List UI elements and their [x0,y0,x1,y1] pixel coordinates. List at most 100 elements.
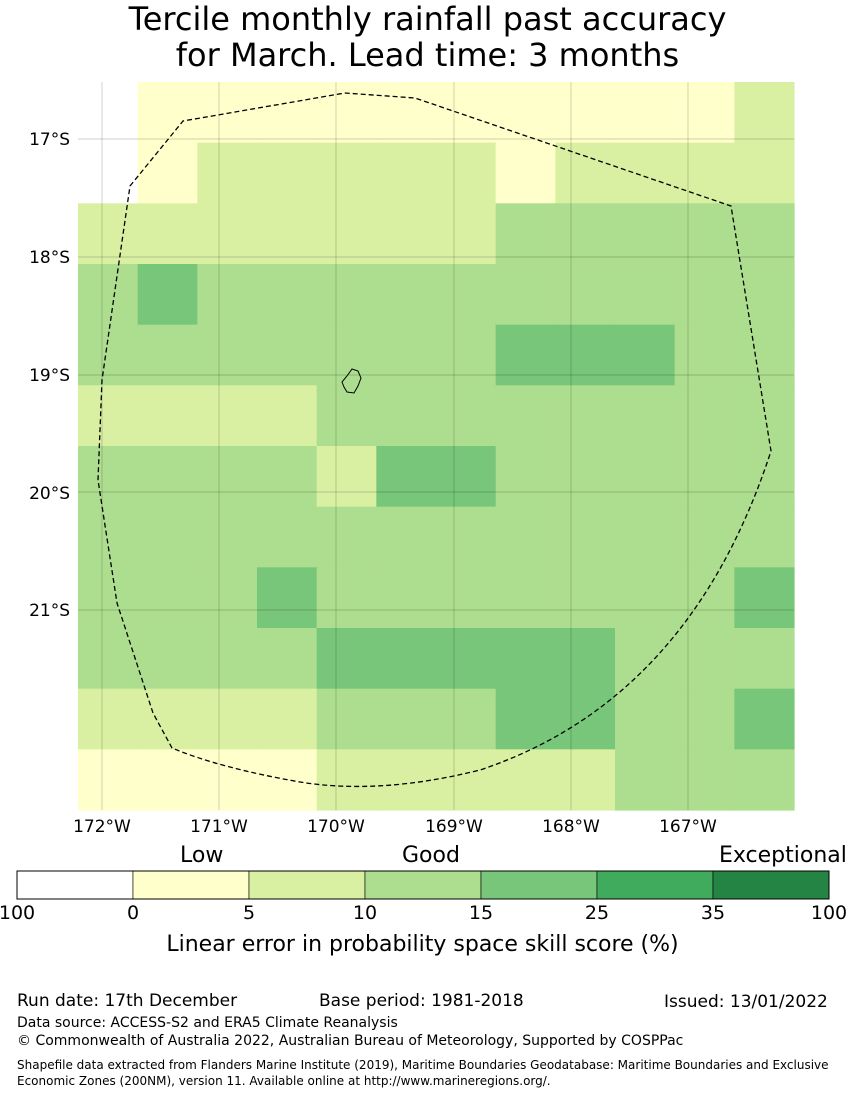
colorbar-tick: 0 [126,902,140,924]
grid-cell [257,628,318,690]
grid-cell [78,506,139,568]
grid-cell [495,749,556,811]
grid-cell [197,506,258,568]
grid-cell [495,324,556,386]
grid-cell [555,203,616,265]
grid-cell [197,203,258,265]
lon-label-171w: 171°W [190,817,248,837]
grid-cell [257,82,318,144]
grid-cell [137,324,198,386]
grid-cell [734,82,795,144]
grid-cell [734,203,795,265]
grid-cell [615,264,676,326]
grid-cell [674,628,735,690]
colorbar-segment [132,870,250,900]
colorbar-tick: 100 [0,902,36,924]
colorbar-segment [16,870,134,900]
colorbar-tick: 10 [352,902,378,924]
grid-cell [137,142,198,204]
lon-label-172w: 172°W [73,817,131,837]
grid-cell [734,567,795,629]
grid-cell [734,688,795,750]
colorbar-segment [480,870,598,900]
colorbar-label: Linear error in probability space skill … [166,932,679,957]
grid-cell [316,688,377,750]
grid-cell [615,567,676,629]
grid-cell [78,385,139,447]
grid-cell [436,203,497,265]
map-title-line2: for March. Lead time: 3 months [175,36,680,74]
lon-label-169w: 169°W [425,817,483,837]
grid-cell [615,446,676,508]
grid-cell [555,688,616,750]
colorbar-segment [712,870,830,900]
lat-label-20s: 20°S [29,484,70,504]
grid-cell [197,446,258,508]
grid-cell [316,628,377,690]
grid-cell [257,203,318,265]
grid-cell [257,688,318,750]
grid-cell [197,749,258,811]
base-period: Base period: 1981-2018 [319,991,524,1011]
lat-label-18s: 18°S [29,248,70,268]
grid-cell [257,446,318,508]
colorbar-tick: 25 [584,902,610,924]
grid-cell [674,82,735,144]
grid-cell [197,324,258,386]
grid-cell [674,446,735,508]
colorbar-frame [16,870,830,900]
grid-cell [674,324,735,386]
grid-cell [376,203,437,265]
eez-boundary [97,92,772,788]
grid-cell [78,142,139,204]
grid-cell [615,203,676,265]
grid-cell [137,82,198,144]
grid-cell [734,264,795,326]
grid-cell [197,82,258,144]
grid-cell [376,567,437,629]
colorbar-tick: 5 [242,902,256,924]
colorbar [16,870,830,900]
grid-cell [495,142,556,204]
grid-cell [376,749,437,811]
lat-label-17s: 17°S [29,130,70,150]
grid-cell [78,688,139,750]
grid-cell [137,446,198,508]
grid-cell [555,506,616,568]
grid-cell [78,264,139,326]
category-good: Good [402,843,460,868]
grid-cell [316,446,377,508]
grid-cell [555,567,616,629]
grid-cell [495,567,556,629]
grid-cell [78,749,139,811]
lon-label-167w: 167°W [659,817,717,837]
grid-cell [316,385,377,447]
grid-cell [436,82,497,144]
colorbar-segment [364,870,482,900]
grid-cell [734,628,795,690]
grid-cell [555,324,616,386]
grid-cell [78,567,139,629]
grid-cell [197,385,258,447]
grid-cell [376,324,437,386]
grid-cell [495,385,556,447]
grid-cell [555,385,616,447]
graticule [78,82,794,810]
grid-cell [734,385,795,447]
grid-cell [257,142,318,204]
copyright-notice: © Commonwealth of Australia 2022, Austra… [17,1033,684,1049]
skill-grid [78,82,795,811]
grid-cell [615,688,676,750]
grid-cell [495,203,556,265]
grid-cell [316,264,377,326]
grid-cell [674,385,735,447]
grid-cell [734,506,795,568]
grid-cell [78,203,139,265]
issued-date: Issued: 13/01/2022 [664,992,828,1012]
grid-cell [316,203,377,265]
colorbar-tick: 15 [468,902,494,924]
grid-cell [376,628,437,690]
latitude-labels: 17°S 18°S 19°S 20°S 21°S [29,130,70,621]
grid-cell [674,142,735,204]
